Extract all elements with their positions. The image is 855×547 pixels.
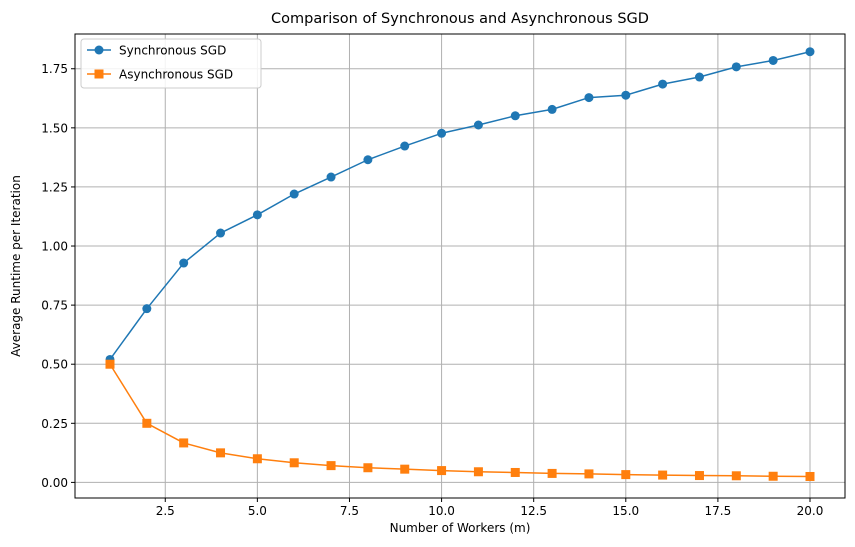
asynchronous-sgd-point [510, 467, 520, 477]
asynchronous-sgd-point [216, 448, 226, 458]
plot-frame [74, 33, 846, 499]
legend: Synchronous SGD Asynchronous SGD [80, 38, 262, 89]
legend-label-synchronous: Synchronous SGD [119, 44, 226, 58]
asynchronous-sgd-point [547, 468, 557, 478]
synchronous-sgd-point [473, 120, 483, 130]
asynchronous-sgd-point [142, 418, 152, 428]
synchronous-sgd-point [437, 128, 447, 138]
asynchronous-sgd-point [658, 470, 668, 480]
asynchronous-sgd-point [179, 438, 189, 448]
synchronous-sgd-line [109, 51, 811, 360]
synchronous-sgd-point [216, 228, 226, 238]
synchronous-sgd-point [805, 47, 815, 57]
asynchronous-sgd-point [400, 464, 410, 474]
synchronous-sgd-point [658, 79, 668, 89]
legend-label-asynchronous: Asynchronous SGD [119, 68, 233, 82]
synchronous-sgd-point [768, 55, 778, 65]
y-tick-label: 1.75 [41, 62, 68, 76]
legend-marker-asynchronous [94, 69, 104, 79]
synchronous-sgd-point [694, 72, 704, 82]
asynchronous-sgd-point [584, 469, 594, 479]
asynchronous-sgd-point [694, 471, 704, 481]
asynchronous-sgd-point [105, 359, 115, 369]
y-tick-label: 0.25 [41, 417, 68, 431]
synchronous-sgd-point [510, 111, 520, 121]
synchronous-sgd-point [731, 62, 741, 72]
asynchronous-sgd-point [731, 471, 741, 481]
y-tick-label: 0.50 [41, 358, 68, 372]
synchronous-sgd-point [289, 189, 299, 199]
synchronous-sgd-point [179, 258, 189, 268]
asynchronous-sgd-point [621, 470, 631, 480]
x-tick-label: 15.0 [612, 504, 639, 518]
synchronous-sgd-point [584, 93, 594, 103]
synchronous-sgd-point [400, 141, 410, 151]
y-tick-label: 1.00 [41, 240, 68, 254]
x-tick-label: 10.0 [428, 504, 455, 518]
synchronous-sgd-point [326, 172, 336, 182]
y-tick-label: 0.75 [41, 299, 68, 313]
asynchronous-sgd-point [363, 463, 373, 473]
x-tick-label: 17.5 [705, 504, 732, 518]
synchronous-sgd-point [363, 155, 373, 165]
synchronous-sgd-point [621, 90, 631, 100]
y-tick-label: 1.50 [41, 121, 68, 135]
legend-box [80, 38, 262, 89]
synchronous-sgd-point [547, 104, 557, 114]
x-tick-label: 12.5 [520, 504, 547, 518]
y-tick-label: 1.25 [41, 180, 68, 194]
x-tick-label: 2.5 [156, 504, 175, 518]
synchronous-sgd-point [252, 210, 262, 220]
y-tick-label: 0.00 [41, 476, 68, 490]
asynchronous-sgd-point [252, 454, 262, 464]
asynchronous-sgd-point [768, 471, 778, 481]
asynchronous-sgd-point [473, 467, 483, 477]
asynchronous-sgd-point [437, 466, 447, 476]
x-axis-label: Number of Workers (m) [390, 521, 531, 535]
x-tick-label: 5.0 [248, 504, 267, 518]
asynchronous-sgd-point [326, 461, 336, 471]
axes: 2.5 5.0 7.5 10.0 12.5 15.0 17.5 20.0 0.00 0.25 0.5… [41, 62, 823, 518]
grid [75, 34, 845, 498]
asynchronous-sgd-point [805, 471, 815, 481]
synchronous-sgd-point [142, 304, 152, 314]
y-axis-label: Average Runtime per Iteration [9, 175, 23, 357]
x-tick-label: 7.5 [340, 504, 359, 518]
asynchronous-sgd-point [289, 458, 299, 468]
legend-marker-synchronous [94, 45, 104, 55]
asynchronous-sgd-line [109, 363, 811, 478]
chart-title: Comparison of Synchronous and Asynchrono… [271, 11, 649, 27]
x-tick-label: 20.0 [797, 504, 824, 518]
series-layer [105, 47, 815, 481]
